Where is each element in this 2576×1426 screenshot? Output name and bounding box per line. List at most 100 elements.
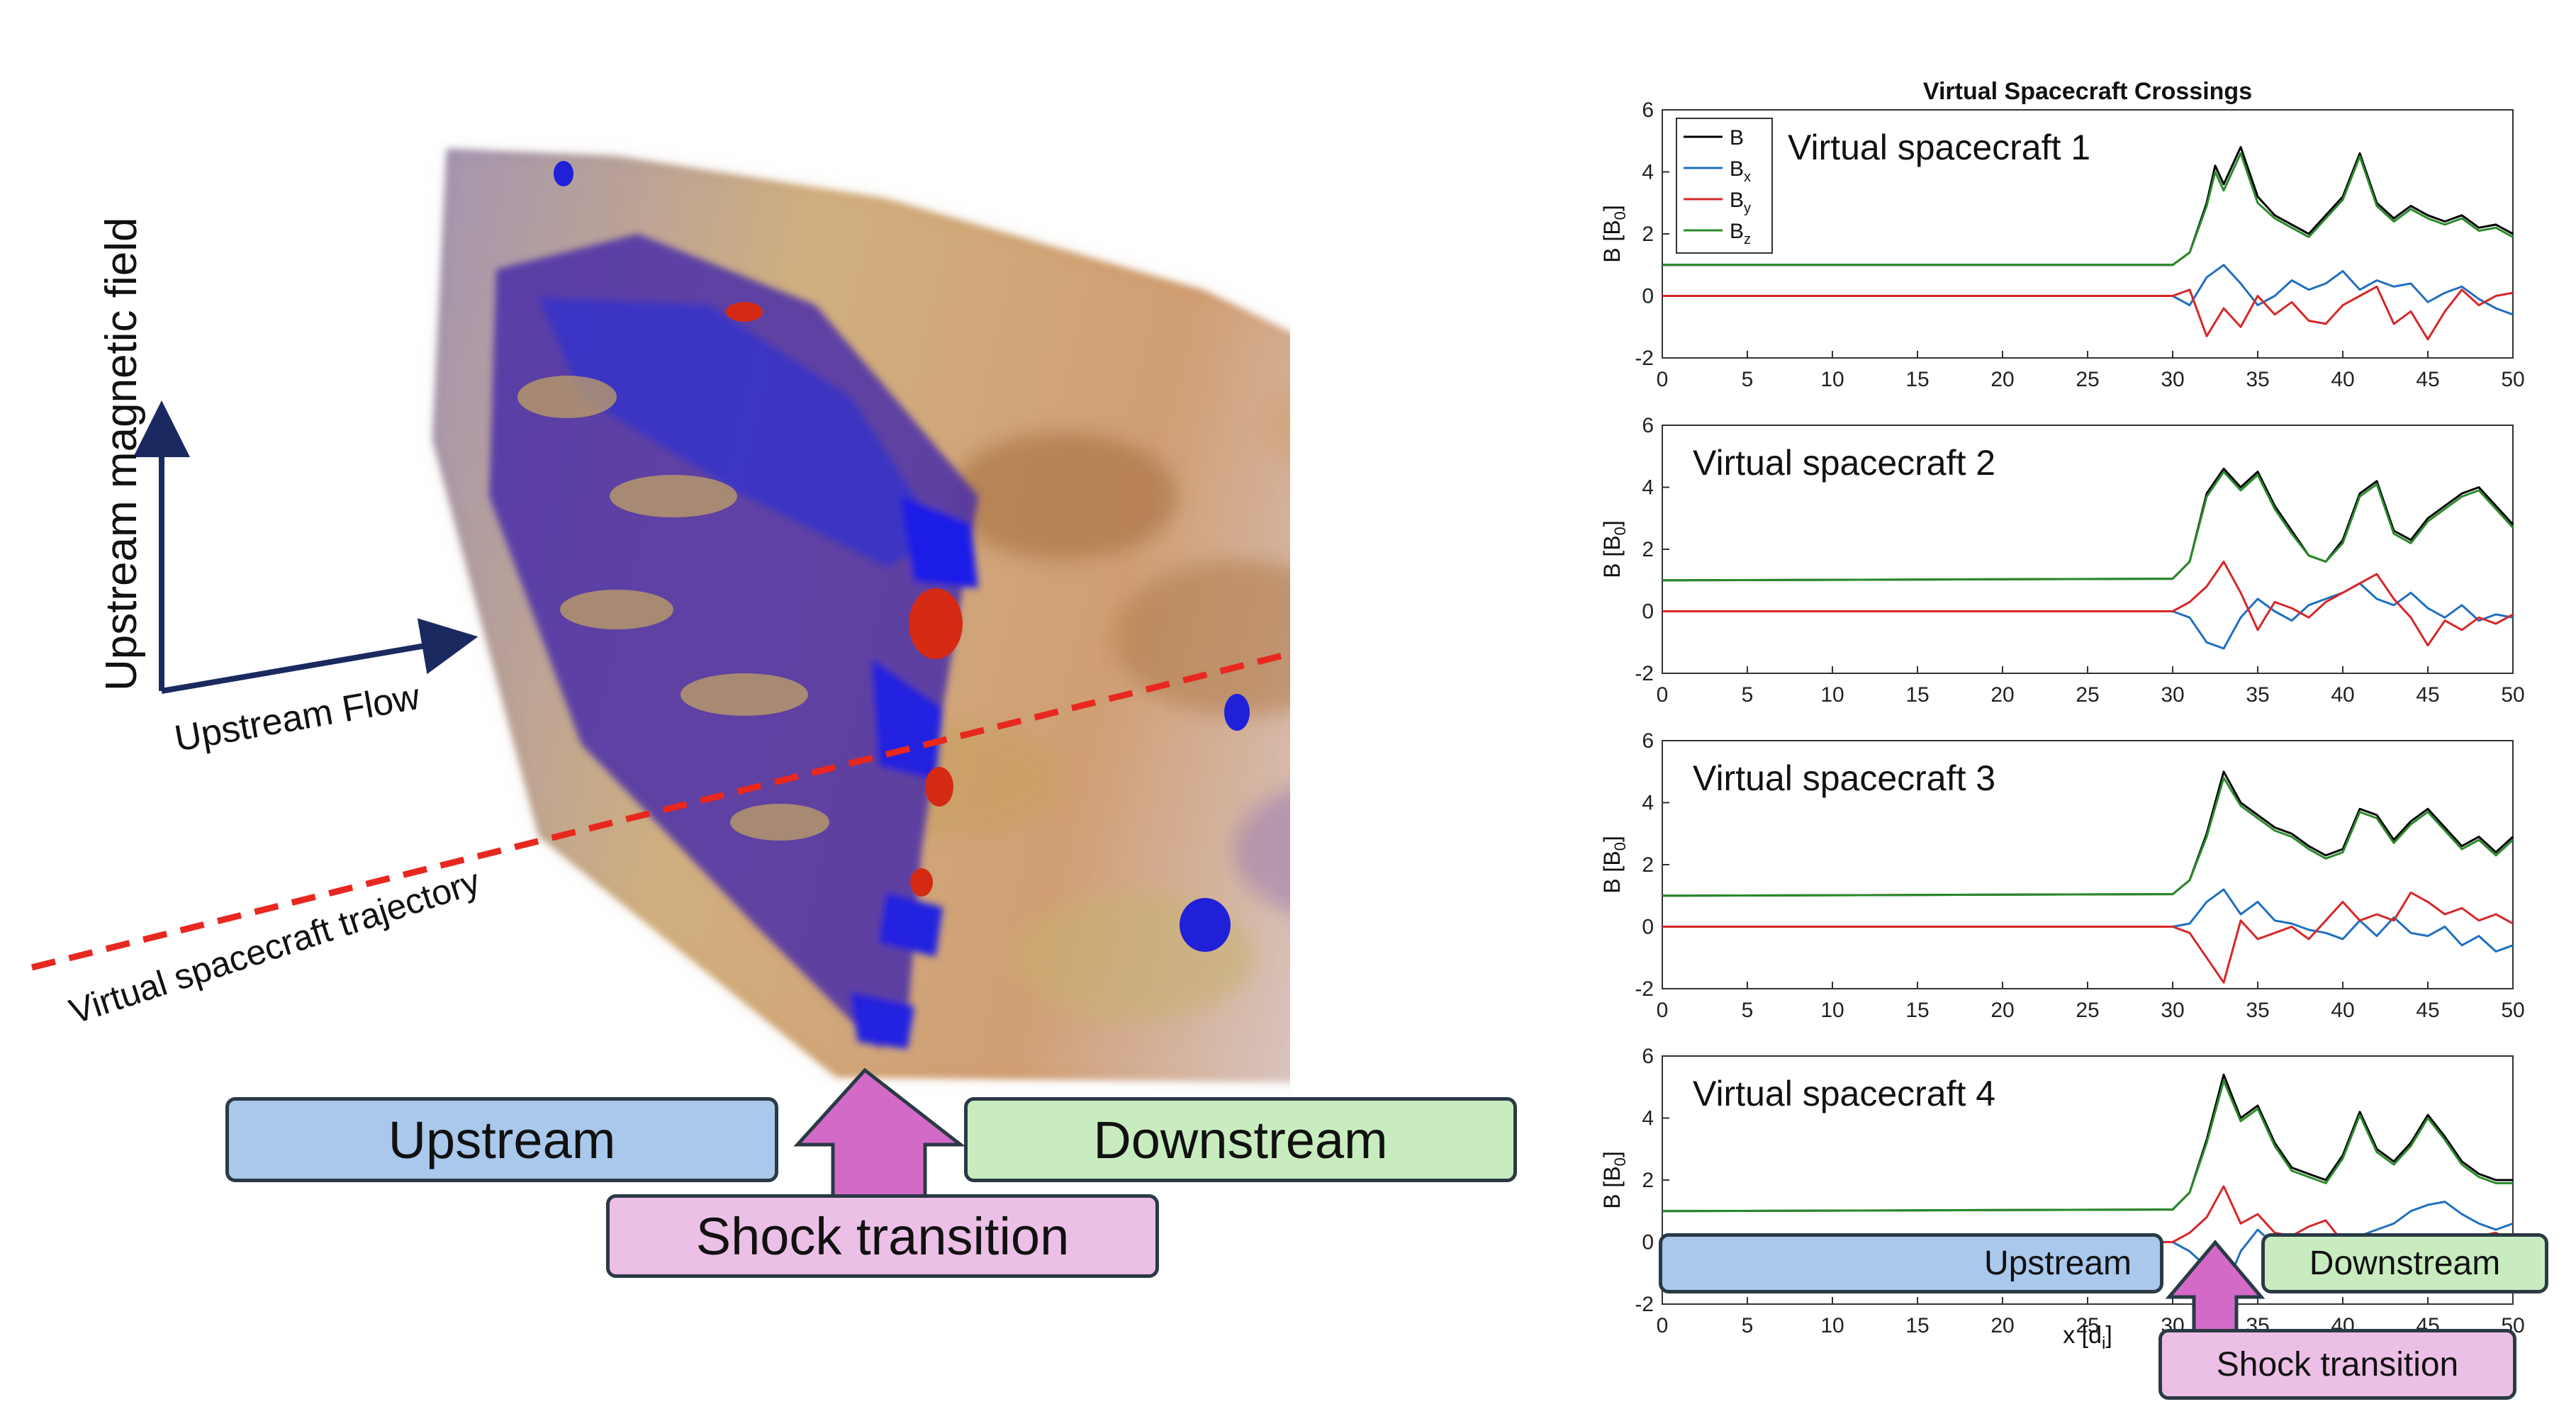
series-B: [1662, 1073, 2513, 1213]
y-tick-label: -2: [1635, 1293, 1654, 1316]
y-axis-label: B [B0]: [1599, 520, 1629, 578]
series-Bz: [1662, 777, 2514, 897]
x-tick-label: 0: [1657, 1314, 1669, 1337]
x-tick-label: 40: [2331, 368, 2354, 391]
x-tick-label: 45: [2416, 368, 2439, 391]
y-tick-label: 2: [1642, 538, 1654, 561]
panel-frame: [1662, 109, 2514, 359]
shock-surface: [489, 234, 978, 1049]
y-axis-label: B [B0]: [1599, 1151, 1629, 1209]
series-Bx: [1662, 264, 2514, 316]
series-B: [1662, 146, 2514, 266]
shock-arrow: [793, 1067, 966, 1214]
downstream-region-box: Downstream: [964, 1097, 1517, 1182]
series-By: [1662, 561, 2514, 647]
legend: B Bx By Bz: [1676, 118, 1773, 254]
x-tick-label: 30: [2161, 999, 2184, 1022]
x-tick-label: 15: [1905, 999, 1929, 1022]
x-tick-label: 45: [2416, 999, 2439, 1022]
x-tick-label: 40: [2331, 683, 2354, 707]
x-tick-label: 15: [1905, 368, 1929, 391]
series-By: [1662, 285, 2514, 341]
x-tick-label: 0: [1657, 999, 1669, 1022]
x-tick-label: 10: [1820, 683, 1844, 707]
plot-downstream-box: Downstream: [2261, 1233, 2548, 1293]
x-tick-label: 10: [1820, 999, 1844, 1022]
red-hotspots: [726, 302, 963, 897]
y-tick-label: 0: [1642, 1231, 1654, 1254]
upstream-label: Upstream: [388, 1110, 616, 1169]
shock-region-box: Shock transition: [606, 1194, 1159, 1278]
plots-title: Virtual Spacecraft Crossings: [1923, 78, 2252, 105]
panel-frame: [1662, 425, 2514, 674]
x-tick-label: 30: [2161, 683, 2184, 707]
x-tick-label: 25: [2076, 368, 2099, 391]
legend-entry: Bz: [1730, 220, 1751, 247]
x-tick-label: 35: [2246, 999, 2269, 1022]
y-tick-label: 6: [1642, 1045, 1654, 1068]
downstream-label: Downstream: [1093, 1110, 1388, 1169]
x-tick-label: 0: [1657, 683, 1669, 707]
y-tick-label: -2: [1635, 347, 1654, 370]
series-B: [1662, 770, 2514, 897]
upstream-field-label: Upstream magnetic field: [97, 218, 146, 692]
x-tick-label: 40: [2331, 999, 2354, 1022]
x-tick-label: 45: [2416, 683, 2439, 707]
x-tick-label: 15: [1905, 683, 1929, 707]
plot-shock-box: Shock transition: [2158, 1329, 2516, 1400]
series-Bx: [1662, 888, 2514, 953]
series-Bz: [1662, 1079, 2513, 1213]
shock-label: Shock transition: [695, 1206, 1070, 1266]
y-tick-label: 6: [1642, 99, 1654, 122]
upstream-flow-arrow: [161, 618, 478, 694]
x-tick-label: 15: [1905, 1314, 1929, 1337]
panel-label: Virtual spacecraft 1: [1788, 128, 2090, 167]
x-tick-label: 35: [2246, 368, 2269, 391]
y-tick-label: 4: [1642, 161, 1654, 184]
x-tick-label: 30: [2161, 368, 2184, 391]
panel-label: Virtual spacecraft 4: [1693, 1074, 1995, 1113]
panel-label: Virtual spacecraft 2: [1693, 443, 1995, 483]
y-tick-label: 0: [1642, 916, 1654, 939]
x-tick-label: 50: [2501, 683, 2524, 707]
x-tick-label: 20: [1990, 1314, 2014, 1337]
y-axis-label: B [B0]: [1599, 836, 1629, 894]
legend-entry: By: [1730, 189, 1751, 216]
x-tick-label: 5: [1742, 368, 1754, 391]
simulation-scene: Upstream magnetic field Upstream Flow Vi…: [30, 149, 1290, 1214]
x-tick-label: 10: [1820, 1314, 1844, 1337]
y-tick-label: 0: [1642, 285, 1654, 308]
series-Bx: [1662, 582, 2514, 650]
panel-label: Virtual spacecraft 3: [1693, 758, 1995, 798]
legend-entry: B: [1730, 126, 1744, 150]
series-By: [1662, 891, 2514, 984]
legend-entry: Bx: [1730, 157, 1751, 185]
volume-texture: [851, 388, 1290, 1021]
y-tick-label: 0: [1642, 600, 1654, 624]
series-Bz: [1662, 471, 2514, 582]
x-tick-label: 35: [2246, 683, 2269, 707]
y-tick-label: -2: [1635, 977, 1654, 1001]
plot-upstream-label: Upstream: [1983, 1245, 2132, 1282]
x-tick-label: 25: [2076, 1314, 2099, 1337]
y-tick-label: 4: [1642, 792, 1654, 815]
x-tick-label: 20: [1990, 999, 2014, 1022]
x-tick-label: 50: [2501, 999, 2524, 1022]
x-axis-label: x [di]: [2063, 1322, 2112, 1353]
plot-shock-arrow: [2165, 1240, 2266, 1361]
x-tick-label: 20: [1990, 683, 2014, 707]
x-tick-label: 25: [2076, 683, 2099, 707]
y-axis-label: B [B0]: [1599, 205, 1629, 263]
x-tick-label: 10: [1820, 368, 1844, 391]
y-tick-label: 2: [1642, 223, 1654, 246]
x-tick-label: 5: [1742, 1314, 1754, 1337]
series-Bz: [1662, 152, 2514, 266]
x-tick-label: 5: [1742, 683, 1754, 707]
y-tick-label: -2: [1635, 662, 1654, 685]
blue-blobs: [554, 161, 1250, 952]
plot-shock-label: Shock transition: [2216, 1345, 2459, 1383]
